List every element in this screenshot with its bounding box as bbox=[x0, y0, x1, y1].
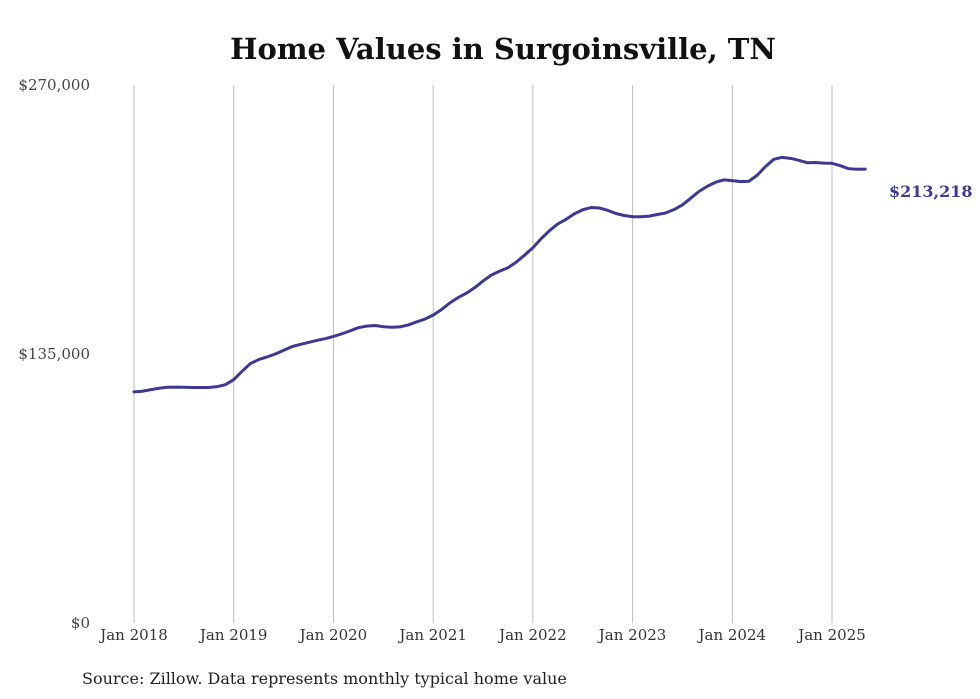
y-axis-ticks: $0 $135,000 $270,000 bbox=[18, 76, 90, 632]
x-tick-label: Jan 2018 bbox=[98, 626, 168, 644]
last-value-label: $213,218 bbox=[889, 182, 973, 201]
x-axis-ticks: Jan 2018 Jan 2019 Jan 2020 Jan 2021 Jan 2022… bbox=[98, 626, 866, 644]
x-tick-label: Jan 2022 bbox=[497, 626, 567, 644]
x-tick-label: Jan 2025 bbox=[796, 626, 866, 644]
chart-title: Home Values in Surgoinsville, TN bbox=[230, 32, 776, 66]
home-value-series-line bbox=[132, 155, 867, 394]
y-tick-label: $270,000 bbox=[18, 76, 90, 94]
x-tick-label: Jan 2019 bbox=[198, 626, 268, 644]
x-tick-label: Jan 2020 bbox=[298, 626, 368, 644]
x-tick-label: Jan 2021 bbox=[397, 626, 467, 644]
x-tick-label: Jan 2024 bbox=[697, 626, 767, 644]
y-tick-label: $0 bbox=[71, 614, 90, 632]
source-note: Source: Zillow. Data represents monthly … bbox=[82, 669, 567, 688]
y-tick-label: $135,000 bbox=[18, 345, 90, 363]
vertical-gridlines bbox=[133, 85, 833, 623]
x-tick-label: Jan 2023 bbox=[597, 626, 667, 644]
